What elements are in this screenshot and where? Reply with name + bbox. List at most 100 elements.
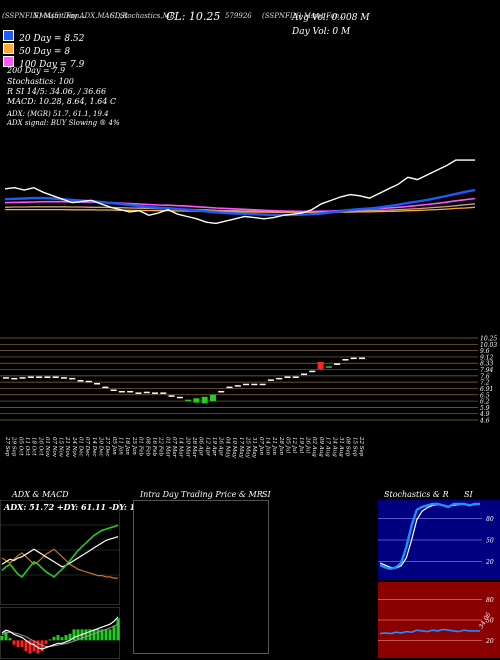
candle	[325, 366, 332, 368]
price-line	[4, 159, 475, 225]
intraday-panel-title: Intra Day Trading Price & MR	[140, 490, 263, 499]
rsi-tick-label: 80	[486, 597, 494, 604]
price-tick-label: 10.03	[480, 342, 497, 349]
candle	[301, 373, 308, 376]
date-tick-label: 20 Mar	[184, 436, 190, 458]
date-tick-label: 19 Apr	[211, 437, 217, 456]
date-tick-label: 12 Jul	[291, 437, 297, 453]
symbol-line: (SSPNFIN) Msmt Fan...	[2, 12, 86, 20]
adx-line-1: ADX: (MGR) 51.7, 61.1, 19.4	[7, 110, 109, 118]
macd-histogram-bar	[72, 629, 76, 641]
day-volume: Day Vol: 0 M	[292, 27, 351, 37]
adx-panel-frame	[0, 500, 120, 605]
macd-histogram-bar	[32, 640, 36, 652]
candle	[69, 377, 76, 380]
candle	[185, 399, 192, 402]
candle	[3, 377, 9, 379]
candle	[259, 383, 266, 386]
date-tick-label: 05 Jul	[285, 437, 291, 453]
date-tick-label: 08 Sep	[345, 437, 351, 457]
date-tick-label: 24 Aug	[331, 436, 337, 457]
date-tick-label: 27 Dec	[104, 436, 110, 457]
macd-histogram-bar	[20, 640, 24, 647]
candle	[350, 357, 357, 360]
candle	[60, 377, 67, 379]
date-tick-label: 01 Feb	[138, 437, 144, 457]
macd-histogram-bar	[0, 635, 4, 641]
stoch-panel-title: Stochastics & R	[384, 490, 449, 499]
macd-signal-line	[1, 623, 119, 647]
candle	[160, 392, 167, 394]
date-tick-label: 31 Aug	[338, 437, 344, 457]
date-tick-label: 25 May	[244, 436, 250, 459]
price-tick-label: 4.9	[479, 411, 490, 418]
macd-histogram-bar	[76, 629, 80, 641]
price-tick-label: 6.91	[480, 386, 493, 393]
adx-panel-title: ADX & MACD	[12, 490, 69, 499]
date-tick-label: 17 May	[238, 437, 244, 459]
candle	[152, 392, 159, 394]
macd-histogram-bar	[108, 629, 112, 641]
macd-histogram-bar	[56, 635, 60, 641]
ema-legend: 20 Day = 8.52 50 Day = 8 100 Day = 7.9	[3, 26, 84, 70]
date-tick-label: 31 May	[251, 437, 257, 459]
candle	[251, 383, 258, 386]
macd-histogram-bar	[16, 640, 20, 647]
candle	[44, 376, 51, 378]
stoch-tick-label: 80	[486, 516, 494, 523]
macd-histogram-bar	[116, 618, 120, 641]
candle	[94, 382, 101, 385]
date-tick-label: 14 Mar	[178, 437, 184, 458]
macd-histogram-bar	[28, 640, 32, 654]
date-axis: 27 Sep 29 Sep 05 Oct 11 Oct 18 Oct 26 Oct 01 N…	[4, 436, 364, 459]
macd-histogram-bar	[60, 637, 64, 641]
candle	[234, 385, 241, 387]
legend-ema100: 100 Day = 7.9	[3, 52, 84, 70]
price-tick-label: 6.5	[480, 392, 490, 399]
date-tick-label: 26 Apr	[218, 436, 224, 456]
date-tick-label: 08 Feb	[144, 437, 150, 457]
stat-rsi: R SI 14/5: 34.06, / 36.66	[7, 87, 107, 96]
date-tick-label: 24 Nov	[71, 436, 77, 458]
candle	[201, 396, 208, 404]
candle	[19, 377, 26, 379]
candle	[226, 386, 233, 389]
candle	[27, 376, 34, 378]
date-tick-label: 07 Mar	[171, 437, 177, 458]
date-tick-label: 28 Jun	[278, 436, 284, 455]
stoch-line	[379, 502, 480, 571]
macd-histogram-bar	[48, 639, 52, 641]
date-tick-label: 12 Apr	[204, 437, 210, 456]
date-tick-label: 07 Nov	[51, 437, 57, 458]
date-tick-label: 09 Aug	[318, 437, 324, 457]
candle	[110, 389, 117, 392]
macd-histogram-bar	[24, 640, 28, 652]
macd-histogram-bar	[4, 631, 8, 641]
price-tick-label: 7.2	[480, 380, 490, 387]
date-tick-label: 01 Nov	[44, 437, 50, 458]
candle	[334, 363, 341, 365]
stat-stochastics: Stochastics: 100	[7, 77, 74, 86]
rsi-tick-label: 20	[485, 638, 494, 645]
candle	[127, 390, 134, 393]
date-tick-label: 02 Aug	[311, 437, 317, 457]
symbol-title: (SSPNFIN) Msmt Fan...	[262, 12, 346, 20]
date-tick-label: 14 Dec	[91, 437, 97, 457]
stoch-line: SI,Stochastics,MR	[110, 12, 176, 20]
candle	[218, 390, 225, 393]
date-tick-label: 26 Oct	[37, 436, 43, 456]
intraday-panel	[133, 500, 269, 654]
candle	[276, 377, 283, 380]
stochastics-panel: 80 50 20	[378, 500, 500, 580]
candle	[77, 380, 84, 382]
date-tick-label: 01 Mar	[164, 437, 170, 458]
adx-line-2: ADX signal: BUY Slowing ® 4%	[7, 119, 120, 127]
candle	[102, 386, 109, 389]
ema200-line	[5, 206, 476, 213]
candle	[292, 376, 299, 378]
macd-histogram-bar	[104, 629, 108, 641]
candle	[36, 376, 43, 378]
macd-histogram-bar	[44, 640, 48, 644]
ema50-line	[4, 197, 476, 213]
